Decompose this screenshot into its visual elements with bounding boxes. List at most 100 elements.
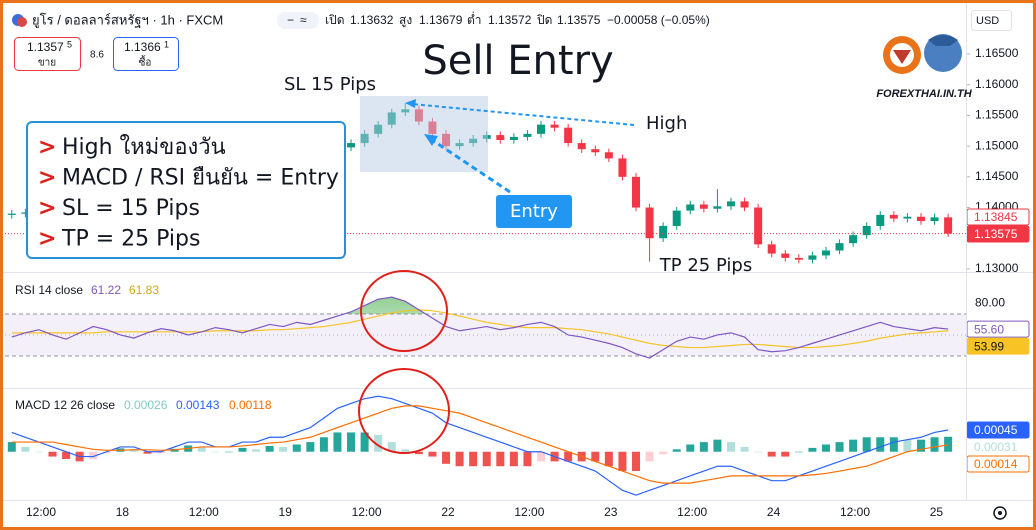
candle-body xyxy=(889,214,898,219)
value-label: 0.00031 xyxy=(974,440,1018,454)
indicator-title: MACD 12 26 close xyxy=(15,398,115,412)
candle-body xyxy=(632,176,641,208)
candle-body xyxy=(916,216,925,222)
histogram-bar xyxy=(197,446,206,452)
candle-body xyxy=(537,124,546,134)
candle-body xyxy=(591,149,600,153)
marks: 12:00 18 12:00 19 12:00 22 12:00 23 12:00 24 12:00… xyxy=(5,46,1030,519)
histogram-bar xyxy=(319,437,328,452)
histogram-bar xyxy=(238,447,247,452)
sell-button[interactable] xyxy=(14,37,81,71)
candle-body xyxy=(659,225,668,239)
rsi-line xyxy=(11,296,949,359)
candle-body xyxy=(835,243,844,251)
buy-sup: 1 xyxy=(164,39,169,49)
value-label: 1.13845 xyxy=(974,210,1018,224)
histogram-bar xyxy=(21,446,30,452)
legend-value: 61.83 xyxy=(129,283,159,297)
histogram-bar xyxy=(333,432,342,452)
histogram-bar xyxy=(48,451,57,457)
candle-body xyxy=(740,201,749,208)
macd-line xyxy=(11,405,949,484)
buy-button[interactable] xyxy=(113,37,179,71)
candle-body xyxy=(509,136,518,140)
histogram-bar xyxy=(564,451,573,462)
x-tick-label: 12:00 xyxy=(352,505,382,519)
candle-body xyxy=(767,244,776,254)
note-bullet: > xyxy=(38,196,56,221)
candle-body xyxy=(930,217,939,222)
x-tick-label: 25 xyxy=(930,505,944,519)
x-tick-label: 19 xyxy=(279,505,293,519)
high-label: High xyxy=(646,113,687,134)
pill[interactable] xyxy=(277,12,319,29)
pill-icon: ≈ xyxy=(300,13,307,27)
candle-body xyxy=(821,250,830,256)
histogram-bar xyxy=(374,434,383,452)
histogram-bar xyxy=(808,447,817,452)
histogram-bar xyxy=(7,442,16,452)
histogram-bar xyxy=(387,442,396,452)
currency-box[interactable] xyxy=(971,10,1012,31)
note-text: MACD / RSI ยืนยัน = Entry xyxy=(62,166,339,191)
x-tick-label: 23 xyxy=(604,505,618,519)
y-tick-label: 1.13000 xyxy=(975,261,1019,275)
sl-label: SL 15 Pips xyxy=(284,74,376,95)
y-tick-label: 80.00 xyxy=(975,296,1005,310)
value-label: 55.60 xyxy=(974,322,1004,336)
histogram-bar xyxy=(659,451,668,455)
sell-label: ขาย xyxy=(38,58,56,69)
y-tick-label: 1.14500 xyxy=(975,169,1019,183)
x-tick-label: 18 xyxy=(116,505,130,519)
histogram-bar xyxy=(672,449,681,452)
histogram-bar xyxy=(306,442,315,452)
candle-body xyxy=(754,207,763,245)
candle-body xyxy=(564,127,573,144)
ohlc-label: ปิด xyxy=(536,13,552,27)
histogram-bar xyxy=(523,451,532,467)
macd-line xyxy=(11,395,949,496)
histogram-bar xyxy=(754,451,763,453)
notes-box xyxy=(26,121,346,259)
candle-body xyxy=(794,257,803,260)
value-label: 1.13575 xyxy=(974,227,1018,241)
histogram-bar xyxy=(496,451,505,467)
note-text: SL = 15 Pips xyxy=(62,196,200,221)
ohlc-value: 1.13572 xyxy=(488,13,532,27)
histogram-bar xyxy=(211,451,220,453)
rsi-line xyxy=(11,309,949,349)
ohlc-value: 1.13679 xyxy=(419,13,463,27)
tp-label: TP 25 Pips xyxy=(659,255,752,276)
ohlc-label: เปิด xyxy=(325,13,345,27)
candle-body xyxy=(7,213,16,215)
histogram-bar xyxy=(903,439,912,452)
candle-body xyxy=(645,207,654,239)
y-tick-label: 1.15000 xyxy=(975,138,1019,152)
candle-body xyxy=(21,212,30,214)
legend-value: 61.22 xyxy=(91,283,121,297)
histogram-bar xyxy=(102,451,111,454)
histogram-bar xyxy=(726,442,735,452)
candle-body xyxy=(849,235,858,244)
candle-body xyxy=(604,152,613,159)
settings-icon[interactable] xyxy=(993,506,1007,520)
candle-body xyxy=(347,143,356,148)
histogram-bar xyxy=(469,451,478,467)
histogram-bar xyxy=(849,439,858,452)
value-label: 0.00014 xyxy=(974,457,1018,471)
x-tick-label: 12:00 xyxy=(514,505,544,519)
histogram-bar xyxy=(414,451,423,455)
value-label: 0.00045 xyxy=(974,423,1018,437)
histogram-bar xyxy=(265,445,274,452)
candle-body xyxy=(903,216,912,219)
x-tick-label: 22 xyxy=(441,505,455,519)
ohlc-label: ต่ำ xyxy=(467,11,482,27)
x-tick-label: 24 xyxy=(767,505,781,519)
buy-price: 1.1366 xyxy=(124,40,161,54)
x-tick-label: 12:00 xyxy=(677,505,707,519)
legend-value: 0.00026 xyxy=(124,398,168,412)
x-tick-label: 12:00 xyxy=(840,505,870,519)
histogram-bar xyxy=(143,451,152,454)
